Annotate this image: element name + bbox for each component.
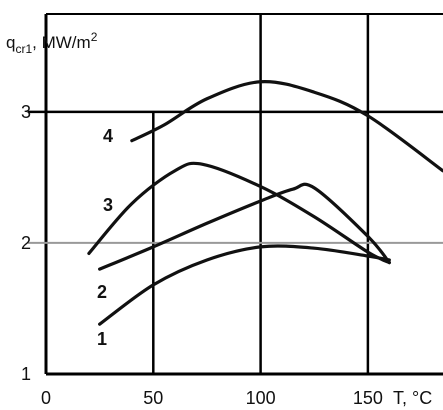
y-title-subscript: cr1 [15,42,32,56]
series-line-2 [98,182,391,271]
y-title-main: q [6,33,15,52]
x-tick-label-0: 0 [41,388,51,408]
curve-label-3: 3 [103,195,113,215]
curve-label-4: 4 [103,126,113,146]
y-tick-label-1: 1 [21,364,31,384]
tick-labels: 0 50 100 150 1 2 3 [21,102,383,408]
y-title-unit: , MW/m [32,33,91,52]
y-title-superscript: 2 [91,30,98,44]
y-tick-label-3: 3 [21,102,31,122]
curve-labels: 1 2 3 4 [97,126,113,349]
series-line-3 [87,161,391,265]
x-axis-title: T, °C [393,388,432,408]
curve-label-1: 1 [97,329,107,349]
grid-lines [28,13,443,376]
x-tick-label-150: 150 [353,388,383,408]
curve-label-2: 2 [97,282,107,302]
series-line-4 [130,80,443,173]
x-tick-label-50: 50 [143,388,163,408]
y-axis-title: qcr1, MW/m2 [6,30,98,56]
y-tick-label-2: 2 [21,233,31,253]
series-line-1 [98,244,391,326]
x-tick-label-100: 100 [246,388,276,408]
curves [87,80,443,326]
